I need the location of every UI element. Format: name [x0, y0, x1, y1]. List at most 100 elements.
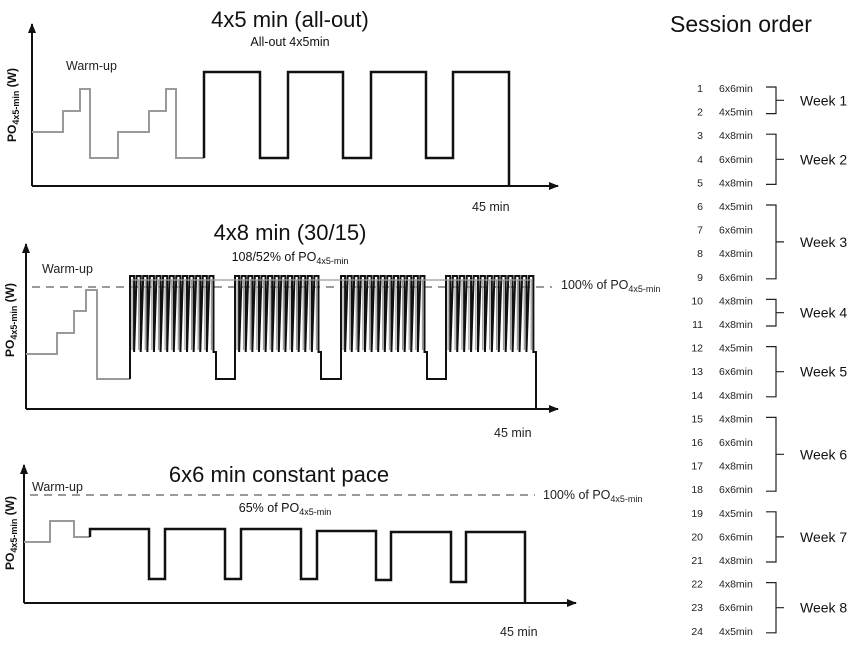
- session-number: 14: [691, 390, 703, 402]
- warmup-trace: [26, 289, 130, 380]
- session-type: 4x8min: [719, 130, 753, 142]
- week-groups: Week 1 Week 2 Week 3 Week 4 Week 5 Week 6 Week…: [766, 86, 847, 634]
- duration-label: 45 min: [472, 200, 510, 214]
- session-number: 2: [697, 107, 703, 119]
- session-type: 6x6min: [719, 437, 753, 449]
- week-label: Week 6: [800, 446, 847, 462]
- work-intervals-trace: [202, 70, 511, 186]
- session-number: 18: [691, 484, 703, 496]
- session-number: 13: [691, 366, 703, 378]
- duration-label: 45 min: [494, 426, 532, 440]
- week-bracket: [766, 346, 784, 398]
- session-number: 7: [697, 225, 703, 237]
- session-row: 20 6x6min: [691, 531, 753, 543]
- week-bracket: [766, 86, 784, 115]
- session-number: 11: [692, 319, 703, 331]
- session-number: 22: [691, 579, 703, 591]
- session-row: 6 4x5min: [697, 201, 753, 213]
- session-number: 20: [691, 531, 703, 543]
- week-label: Week 5: [800, 364, 847, 380]
- work-intervals-shade: [131, 279, 532, 350]
- reference-label: 100% of PO4x5-min: [561, 278, 660, 294]
- session-type: 4x8min: [719, 295, 753, 307]
- week-group: Week 7: [766, 511, 847, 563]
- week-bracket: [766, 511, 784, 563]
- week-group: Week 1: [766, 86, 847, 115]
- week-bracket: [766, 204, 784, 280]
- session-type: 6x6min: [719, 154, 753, 166]
- session-number: 1: [697, 83, 703, 95]
- warmup-label: Warm-up: [66, 59, 117, 73]
- warmup-label: Warm-up: [32, 480, 83, 494]
- warmup-trace: [32, 88, 204, 159]
- session-type: 4x8min: [719, 177, 753, 189]
- week-bracket: [766, 298, 784, 327]
- session-number: 16: [691, 437, 703, 449]
- session-type: 4x8min: [719, 461, 753, 473]
- session-number: 5: [697, 177, 703, 189]
- session-number: 8: [697, 248, 703, 260]
- week-group: Week 3: [766, 204, 847, 280]
- session-row: 2 4x5min: [697, 107, 753, 119]
- session-order-title: Session order: [670, 11, 812, 37]
- session-type: 4x8min: [719, 413, 753, 425]
- session-type: 4x5min: [719, 201, 753, 213]
- panel-subtitle: 108/52% of PO4x5-min: [232, 250, 349, 266]
- work-intervals-trace: [129, 275, 537, 409]
- panel-title: 4x5 min (all-out): [211, 7, 369, 32]
- week-bracket: [766, 416, 784, 492]
- session-type: 4x8min: [719, 555, 753, 567]
- panel-title: 6x6 min constant pace: [169, 462, 389, 487]
- session-row: 10 4x8min: [691, 295, 753, 307]
- session-type: 4x8min: [719, 390, 753, 402]
- work-intervals-trace: [88, 527, 527, 603]
- session-row: 8 4x8min: [697, 248, 753, 260]
- session-number: 4: [697, 154, 703, 166]
- week-label: Week 3: [800, 234, 847, 250]
- session-type: 6x6min: [719, 272, 753, 284]
- week-label: Week 8: [800, 600, 847, 616]
- week-group: Week 5: [766, 346, 847, 398]
- session-row: 7 6x6min: [697, 225, 753, 237]
- session-number: 21: [691, 555, 703, 567]
- session-type: 6x6min: [719, 83, 753, 95]
- session-number: 19: [691, 508, 703, 520]
- session-row: 14 4x8min: [691, 390, 753, 402]
- week-bracket: [766, 582, 784, 634]
- session-type: 4x8min: [719, 579, 753, 591]
- week-group: Week 8: [766, 582, 847, 634]
- panel-subtitle: All-out 4x5min: [250, 35, 329, 49]
- session-number: 17: [691, 461, 703, 473]
- session-type: 4x5min: [719, 343, 753, 355]
- session-row: 23 6x6min: [691, 602, 753, 614]
- y-axis-label: PO4x5-min (W): [3, 496, 19, 570]
- panel-4x8-30-15: 4x8 min (30/15) 108/52% of PO4x5-min War…: [3, 220, 660, 440]
- session-number: 3: [697, 130, 703, 142]
- session-row: 11 4x8min: [692, 319, 753, 331]
- session-row: 15 4x8min: [691, 413, 753, 425]
- session-row: 5 4x8min: [697, 177, 753, 189]
- session-row: 3 4x8min: [697, 130, 753, 142]
- session-row: 18 6x6min: [691, 484, 753, 496]
- session-type: 6x6min: [719, 602, 753, 614]
- panel-4x5-all-out: 4x5 min (all-out) All-out 4x5min Warm-up…: [5, 7, 559, 214]
- panel-6x6-constant: 6x6 min constant pace 65% of PO4x5-min W…: [3, 462, 642, 639]
- duration-label: 45 min: [500, 625, 538, 639]
- warmup-label: Warm-up: [42, 262, 93, 276]
- session-row: 1 6x6min: [697, 83, 753, 95]
- session-type: 6x6min: [719, 484, 753, 496]
- week-label: Week 1: [800, 92, 847, 108]
- session-type: 4x5min: [719, 107, 753, 119]
- warmup-trace: [24, 520, 90, 543]
- session-number: 12: [691, 343, 703, 355]
- session-type: 6x6min: [719, 531, 753, 543]
- session-row: 24 4x5min: [691, 626, 753, 638]
- week-label: Week 4: [800, 305, 847, 321]
- session-type: 4x5min: [719, 626, 753, 638]
- week-group: Week 2: [766, 133, 847, 185]
- week-bracket: [766, 133, 784, 185]
- session-row: 21 4x8min: [691, 555, 753, 567]
- session-type: 6x6min: [719, 225, 753, 237]
- session-number: 10: [691, 295, 703, 307]
